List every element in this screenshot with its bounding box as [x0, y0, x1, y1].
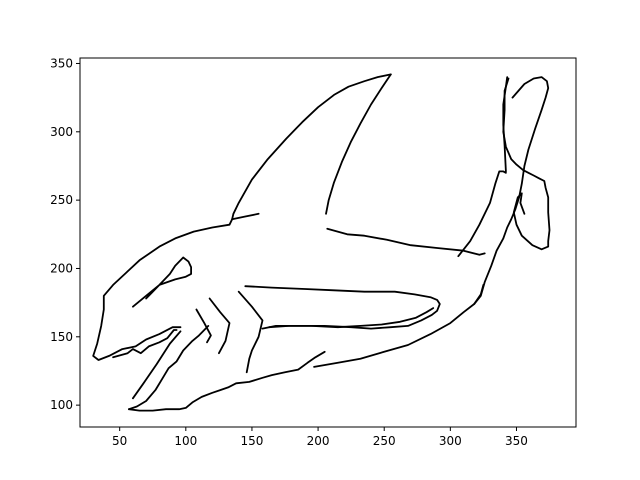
- series-line-17: [473, 76, 550, 305]
- x-tick-label: 150: [240, 434, 263, 448]
- x-axis: 50 100 150 200 250 300 350: [112, 427, 528, 448]
- series-line-16: [457, 170, 507, 258]
- series-line-13: [268, 307, 435, 329]
- x-tick-label: 250: [373, 434, 396, 448]
- series-line-5: [128, 325, 210, 411]
- series-line-3: [231, 212, 260, 221]
- x-tick-label: 100: [174, 434, 197, 448]
- y-tick-label: 100: [50, 398, 73, 412]
- series-line-11: [237, 290, 264, 374]
- series-line-19: [502, 76, 509, 173]
- series-line-1: [92, 73, 392, 361]
- y-tick-label: 250: [50, 193, 73, 207]
- series-line-7: [112, 329, 178, 359]
- x-tick-label: 50: [112, 434, 127, 448]
- series-line-9: [195, 308, 212, 344]
- y-axis: 100 150 200 250 300 350: [50, 56, 80, 412]
- series-line-4: [128, 350, 326, 412]
- series-line-10: [208, 297, 231, 355]
- x-tick-label: 350: [505, 434, 528, 448]
- series-line-12: [244, 285, 441, 330]
- axes-frame: [79, 57, 577, 428]
- y-tick-label: 150: [50, 330, 73, 344]
- y-tick-label: 300: [50, 125, 73, 139]
- series-layer: [92, 73, 551, 412]
- series-line-6: [132, 330, 182, 400]
- y-tick-label: 350: [50, 56, 73, 70]
- x-tick-label: 200: [307, 434, 330, 448]
- series-line-14: [326, 227, 486, 256]
- series-line-8: [132, 256, 192, 308]
- series-line-2: [325, 73, 392, 215]
- series-line-18: [502, 77, 551, 251]
- y-tick-label: 200: [50, 261, 73, 275]
- x-tick-label: 300: [439, 434, 462, 448]
